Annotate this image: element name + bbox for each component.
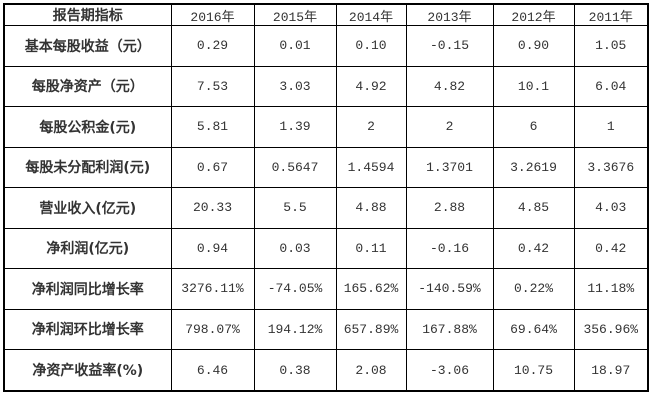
value-cell: 167.88% — [405, 308, 494, 350]
value-cell: 1.3701 — [405, 146, 494, 188]
value-cell: 4.82 — [405, 65, 494, 107]
value-cell: 0.10 — [335, 25, 407, 67]
value-cell: 0.94 — [170, 227, 255, 269]
value-cell: 4.03 — [573, 187, 649, 229]
value-cell: 2 — [405, 106, 494, 148]
value-cell: 0.11 — [335, 227, 407, 269]
value-cell: 4.88 — [335, 187, 407, 229]
year-header-2016: 2016年 — [170, 3, 255, 26]
value-cell: 7.53 — [170, 65, 255, 107]
value-cell: 165.62% — [335, 268, 407, 310]
value-cell: 11.18% — [573, 268, 649, 310]
value-cell: 0.67 — [170, 146, 255, 188]
financial-indicators-table: 报告期指标 2016年 2015年 2014年 2013年 2012年 2011… — [3, 3, 649, 392]
value-cell: 0.42 — [573, 227, 649, 269]
table-row-net-profit: 净利润(亿元) 0.94 0.03 0.11 -0.16 0.42 0.42 — [3, 227, 649, 269]
value-cell: 4.85 — [492, 187, 575, 229]
value-cell: 1.39 — [253, 106, 337, 148]
value-cell: 20.33 — [170, 187, 255, 229]
value-cell: 6.04 — [573, 65, 649, 107]
value-cell: 18.97 — [573, 349, 649, 392]
row-header: 净利润环比增长率 — [3, 308, 172, 350]
value-cell: -0.15 — [405, 25, 494, 67]
year-header-2014: 2014年 — [335, 3, 407, 26]
value-cell: 3.03 — [253, 65, 337, 107]
value-cell: 2.08 — [335, 349, 407, 392]
value-cell: 0.01 — [253, 25, 337, 67]
value-cell: 3276.11% — [170, 268, 255, 310]
year-header-2015: 2015年 — [253, 3, 337, 26]
value-cell: 6.46 — [170, 349, 255, 392]
year-header-2011: 2011年 — [573, 3, 649, 26]
value-cell: 5.81 — [170, 106, 255, 148]
value-cell: 10.75 — [492, 349, 575, 392]
value-cell: 2 — [335, 106, 407, 148]
table-row-nav-per-share: 每股净资产（元） 7.53 3.03 4.92 4.82 10.1 6.04 — [3, 65, 649, 107]
row-header: 净利润同比增长率 — [3, 268, 172, 310]
value-cell: 5.5 — [253, 187, 337, 229]
row-header: 净利润(亿元) — [3, 227, 172, 269]
value-cell: 194.12% — [253, 308, 337, 350]
value-cell: 3.2619 — [492, 146, 575, 188]
value-cell: 6 — [492, 106, 575, 148]
table-row-eps: 基本每股收益（元） 0.29 0.01 0.10 -0.15 0.90 1.05 — [3, 25, 649, 67]
table-row-undistributed-profit: 每股未分配利润(元) 0.67 0.5647 1.4594 1.3701 3.2… — [3, 146, 649, 188]
value-cell: -140.59% — [405, 268, 494, 310]
value-cell: 1.05 — [573, 25, 649, 67]
table-row-net-profit-yoy-growth: 净利润同比增长率 3276.11% -74.05% 165.62% -140.5… — [3, 268, 649, 310]
table-row-net-profit-qoq-growth: 净利润环比增长率 798.07% 194.12% 657.89% 167.88%… — [3, 308, 649, 350]
value-cell: 4.92 — [335, 65, 407, 107]
value-cell: 0.5647 — [253, 146, 337, 188]
header-row: 报告期指标 2016年 2015年 2014年 2013年 2012年 2011… — [3, 3, 649, 26]
year-header-2013: 2013年 — [405, 3, 494, 26]
value-cell: 2.88 — [405, 187, 494, 229]
financial-indicators-table-container: 报告期指标 2016年 2015年 2014年 2013年 2012年 2011… — [3, 3, 649, 392]
value-cell: 356.96% — [573, 308, 649, 350]
row-header: 净资产收益率(%) — [3, 349, 172, 392]
value-cell: -74.05% — [253, 268, 337, 310]
value-cell: 1.4594 — [335, 146, 407, 188]
row-header: 每股未分配利润(元) — [3, 146, 172, 188]
value-cell: 0.22% — [492, 268, 575, 310]
row-header: 每股净资产（元） — [3, 65, 172, 107]
value-cell: 0.38 — [253, 349, 337, 392]
value-cell: -3.06 — [405, 349, 494, 392]
row-header: 每股公积金(元) — [3, 106, 172, 148]
value-cell: 798.07% — [170, 308, 255, 350]
row-header: 基本每股收益（元） — [3, 25, 172, 67]
row-header: 营业收入(亿元) — [3, 187, 172, 229]
value-cell: -0.16 — [405, 227, 494, 269]
table-row-roe: 净资产收益率(%) 6.46 0.38 2.08 -3.06 10.75 18.… — [3, 349, 649, 392]
year-header-2012: 2012年 — [492, 3, 575, 26]
value-cell: 657.89% — [335, 308, 407, 350]
table-row-revenue: 营业收入(亿元) 20.33 5.5 4.88 2.88 4.85 4.03 — [3, 187, 649, 229]
table-row-capital-reserve: 每股公积金(元) 5.81 1.39 2 2 6 1 — [3, 106, 649, 148]
value-cell: 0.03 — [253, 227, 337, 269]
value-cell: 0.90 — [492, 25, 575, 67]
value-cell: 69.64% — [492, 308, 575, 350]
value-cell: 10.1 — [492, 65, 575, 107]
value-cell: 1 — [573, 106, 649, 148]
value-cell: 3.3676 — [573, 146, 649, 188]
value-cell: 0.29 — [170, 25, 255, 67]
corner-header: 报告期指标 — [3, 3, 172, 26]
value-cell: 0.42 — [492, 227, 575, 269]
